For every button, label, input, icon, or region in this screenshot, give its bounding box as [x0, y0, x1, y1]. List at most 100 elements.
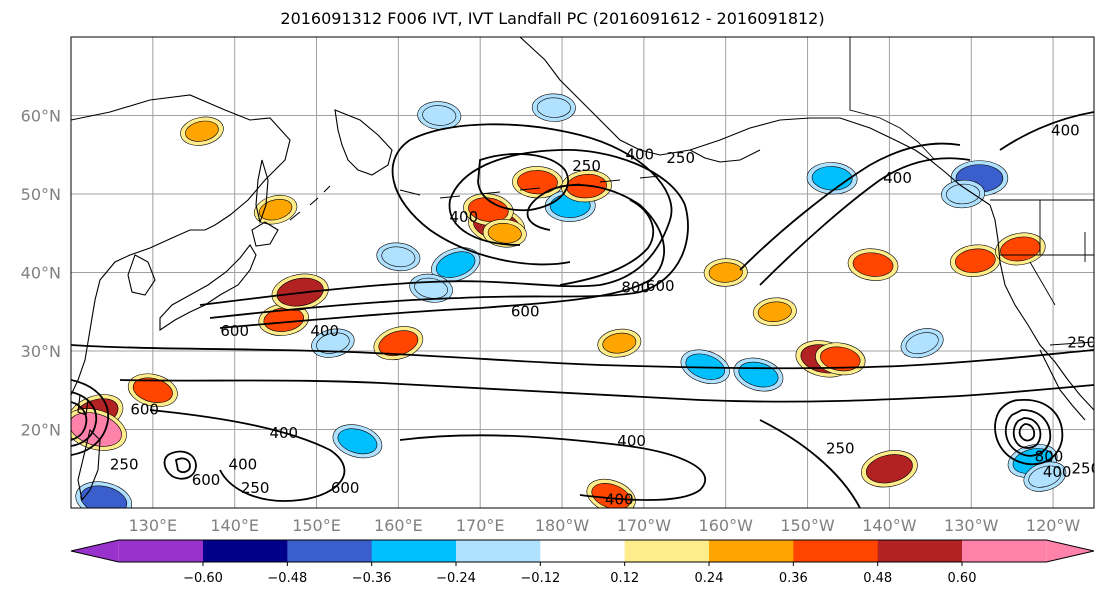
- us-state-borders: [1000, 200, 1094, 306]
- ivt-contour-label: 400: [1043, 463, 1072, 481]
- pc-shaded-region: [431, 247, 481, 282]
- ivt-contour-label: 400: [450, 208, 479, 226]
- pc-region-core: [435, 251, 476, 278]
- pc-region-core: [757, 301, 792, 322]
- colorbar-extend-low: [71, 540, 119, 562]
- japan-coastline: [159, 244, 257, 332]
- pc-region-core: [517, 170, 558, 195]
- pc-shaded-region: [1023, 461, 1067, 492]
- pc-region-core: [946, 183, 981, 205]
- ivt-contour-gulf-2: [759, 157, 971, 286]
- ivt-typhoon-west-3: [71, 401, 88, 441]
- colorbar-segment: [624, 540, 710, 562]
- ivt-typhoon-east-1: [994, 399, 1064, 466]
- pc-region-core: [258, 199, 293, 221]
- ivt-contour-label: 600: [646, 277, 675, 295]
- pc-region-core: [337, 428, 378, 455]
- colorbar-tick-label: −0.48: [267, 571, 307, 586]
- colorbar-segment: [962, 540, 1047, 562]
- philippines-coastline: [77, 428, 101, 502]
- ivt-typhoon-west-2: [71, 391, 98, 447]
- pc-shaded-region: [311, 328, 355, 358]
- pc-shaded-region: [373, 326, 424, 361]
- pc-shaded-region: [180, 116, 224, 146]
- longitude-tick-label: 170°W: [617, 516, 672, 535]
- pc-shading-layer: [71, 93, 1067, 508]
- latitude-tick-label: 20°N: [21, 421, 61, 440]
- ivt-contour-south-4: [399, 434, 707, 501]
- pc-shaded-region: [482, 219, 527, 248]
- pc-shaded-region: [586, 478, 636, 508]
- longitude-tick-label: 150°W: [780, 516, 835, 535]
- pc-region-core: [591, 483, 631, 508]
- colorbar-tick-label: −0.60: [183, 571, 223, 586]
- colorbar-extend-high: [1046, 540, 1094, 562]
- latitude-tick-label: 50°N: [21, 185, 61, 204]
- longitude-tick-label: 130°E: [129, 516, 178, 535]
- ivt-contour-label: 250: [1067, 334, 1096, 352]
- ivt-contour-600: [219, 184, 665, 329]
- longitude-tick-label: 140°W: [862, 516, 917, 535]
- kamchatka-coastline: [334, 109, 393, 176]
- ivt-typhoon-east-2: [1004, 409, 1052, 457]
- pc-region-core: [185, 120, 219, 142]
- colorbar-tick-label: −0.36: [352, 571, 392, 586]
- colorbar-segment: [540, 540, 626, 562]
- map-frame: [70, 36, 1095, 509]
- colorbar-outline: [70, 539, 1095, 563]
- ivt-contour-south: [71, 344, 1094, 370]
- pc-region-core: [381, 246, 416, 268]
- pc-shaded-region: [861, 450, 918, 488]
- ivt-contour-label: 400: [1051, 122, 1080, 140]
- ivt-contour-label: 800: [621, 279, 650, 297]
- ivt-contour-south-2: [119, 379, 1094, 403]
- ivt-inner-low: [477, 153, 569, 212]
- pc-shaded-region: [950, 244, 1001, 277]
- ivt-contour-label: 400: [229, 455, 258, 473]
- latitude-tick-label: 60°N: [21, 107, 61, 126]
- ivt-contour-label: 600: [192, 471, 221, 489]
- colorbar-tick-label: 0.60: [948, 571, 977, 586]
- pc-region-core: [1028, 465, 1062, 488]
- ivt-contour-label: 250: [241, 479, 270, 497]
- ivt-contour-800: [559, 199, 655, 286]
- ivt-contour-label: 400: [310, 322, 339, 340]
- colorbar-segment: [877, 540, 963, 562]
- pc-shaded-region: [703, 258, 748, 287]
- ivt-typhoon-east-3: [1012, 417, 1042, 449]
- pc-shaded-region: [332, 424, 383, 459]
- ivt-contour-south-5: [759, 419, 861, 508]
- asia-coastline: [71, 94, 291, 396]
- korea-coastline: [127, 254, 156, 296]
- ivt-contour-south-3: [149, 409, 346, 502]
- colorbar-tick-label: 0.12: [610, 571, 639, 586]
- ivt-contour-gulf: [739, 142, 961, 271]
- ivt-contour-label: 600: [220, 322, 249, 340]
- ivt-eddy-1: [163, 450, 197, 480]
- colorbar-segment: [709, 540, 794, 562]
- ivt-contour-label: 250: [572, 157, 601, 175]
- ivt-contour-label: 400: [883, 169, 912, 187]
- longitude-tick-label: 150°E: [292, 516, 341, 535]
- pc-region-core: [132, 377, 173, 403]
- ivt-contour-400: [209, 149, 689, 319]
- baja-coastline: [1039, 349, 1086, 421]
- ivt-typhoon-east-4: [1018, 423, 1036, 442]
- ivt-contour-label: 400: [625, 145, 654, 163]
- pc-region-core: [602, 332, 637, 354]
- pc-region-core: [468, 197, 509, 222]
- axis-tick-labels: 130°E 140°E 150°E 160°E 170°E 180°W 170°W 160°W…: [21, 107, 1081, 536]
- pc-shaded-region: [463, 193, 514, 226]
- colorbar-segment: [456, 540, 541, 562]
- pc-region-core: [536, 97, 571, 118]
- ivt-contour-label: 400: [269, 424, 298, 442]
- ivt-contour-250: [199, 123, 673, 306]
- pc-shaded-region: [847, 248, 899, 281]
- pc-region-core: [708, 262, 743, 283]
- pc-shaded-region: [127, 373, 178, 408]
- us-mexico-border: [1049, 341, 1094, 346]
- pc-shaded-region: [597, 328, 642, 358]
- ivt-contour-label: 250: [110, 455, 139, 473]
- pc-shaded-region: [253, 194, 298, 225]
